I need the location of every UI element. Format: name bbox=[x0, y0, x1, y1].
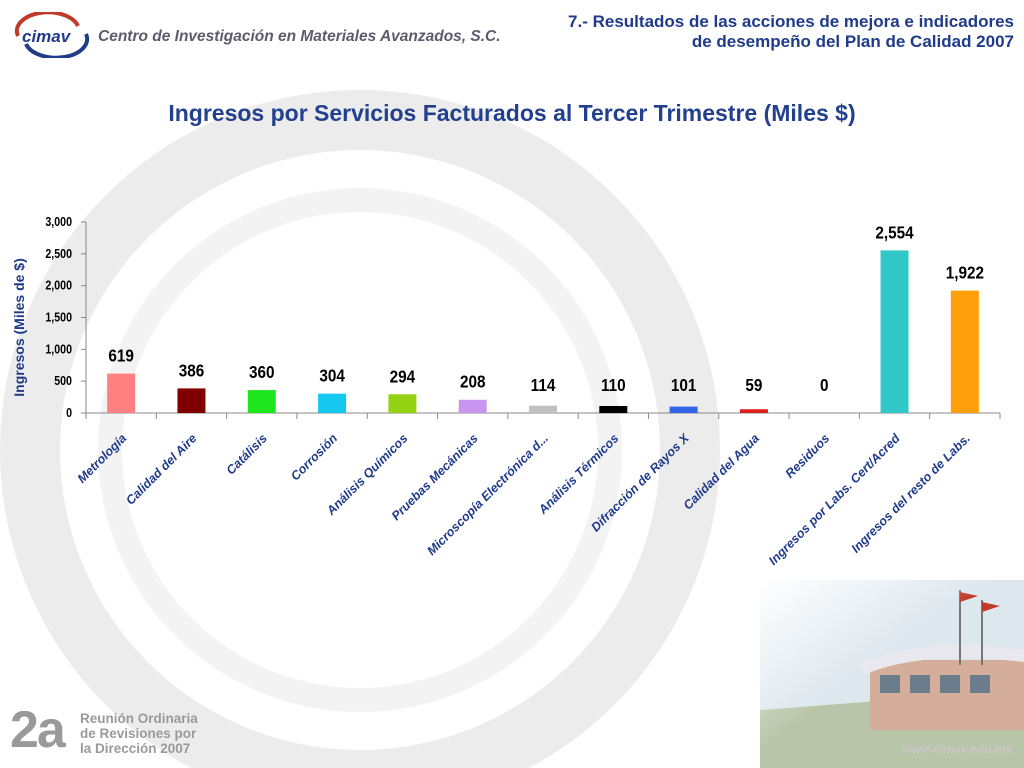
bar-value-label: 59 bbox=[745, 375, 762, 395]
section-title-line1: 7.- Resultados de las acciones de mejora… bbox=[568, 12, 1014, 31]
bar-value-label: 360 bbox=[249, 362, 275, 382]
bar bbox=[669, 406, 698, 413]
cimav-logo-text: cimav bbox=[22, 27, 72, 46]
meeting-line3: la Dirección 2007 bbox=[80, 741, 191, 756]
x-category-label: Metrología bbox=[75, 431, 130, 486]
bar-value-label: 386 bbox=[179, 360, 205, 380]
bar bbox=[950, 290, 979, 413]
bar-value-label: 619 bbox=[108, 345, 134, 365]
bar-value-label: 294 bbox=[390, 366, 416, 386]
org-name: Centro de Investigación en Materiales Av… bbox=[98, 28, 501, 45]
bar bbox=[458, 399, 487, 413]
bar bbox=[880, 250, 909, 413]
y-tick-label: 0 bbox=[66, 405, 72, 420]
bar bbox=[529, 405, 557, 413]
meeting-line1: Reunión Ordinaria bbox=[80, 711, 198, 726]
bar bbox=[739, 409, 768, 413]
building-photo bbox=[760, 580, 1024, 768]
y-tick-label: 500 bbox=[54, 373, 72, 388]
bar bbox=[247, 390, 276, 413]
x-category-label: Ingresos del resto de Labs. bbox=[849, 431, 973, 555]
bar bbox=[599, 405, 628, 413]
bar-value-label: 0 bbox=[820, 375, 829, 395]
website-url[interactable]: www.cimav.edu.mx bbox=[902, 742, 1012, 756]
x-category-label: Microscopía Electrónica d... bbox=[424, 431, 551, 558]
x-category-label: Calidad del Agua bbox=[681, 431, 762, 512]
bar bbox=[177, 388, 206, 413]
bar-value-label: 304 bbox=[319, 365, 345, 385]
bar bbox=[107, 373, 136, 413]
x-category-label: Residuos bbox=[783, 431, 833, 481]
chart-title: Ingresos por Servicios Facturados al Ter… bbox=[168, 100, 856, 126]
y-tick-label: 1,500 bbox=[45, 309, 72, 324]
cimav-logo: cimav bbox=[14, 12, 90, 58]
x-category-label: Catálisis bbox=[224, 431, 270, 477]
bar-value-label: 2,554 bbox=[875, 222, 914, 242]
bar bbox=[388, 394, 417, 413]
meeting-title: Reunión Ordinaria de Revisiones por la D… bbox=[80, 711, 198, 756]
y-tick-label: 1,000 bbox=[45, 341, 72, 356]
bar-value-label: 114 bbox=[531, 375, 556, 395]
y-tick-label: 2,500 bbox=[45, 246, 72, 261]
bar bbox=[318, 393, 347, 413]
y-axis-label: Ingresos (Miles de $) bbox=[11, 258, 27, 396]
meeting-line2: de Revisiones por bbox=[80, 726, 197, 741]
x-category-label: Calidad del Aire bbox=[123, 431, 199, 507]
bar-value-label: 110 bbox=[601, 375, 626, 395]
bar-value-label: 101 bbox=[671, 375, 697, 395]
x-category-label: Corrosión bbox=[288, 431, 340, 483]
meeting-number: 2a bbox=[10, 701, 66, 759]
x-category-label: Ingresos por Labs. Cert/Acred bbox=[766, 431, 903, 568]
section-title-line2: de desempeño del Plan de Calidad 2007 bbox=[691, 32, 1014, 51]
y-tick-label: 2,000 bbox=[45, 278, 72, 293]
bar-value-label: 1,922 bbox=[946, 262, 984, 282]
y-tick-label: 3,000 bbox=[45, 214, 72, 229]
section-title: 7.- Resultados de las acciones de mejora… bbox=[568, 12, 1014, 52]
bar-value-label: 208 bbox=[460, 372, 486, 392]
